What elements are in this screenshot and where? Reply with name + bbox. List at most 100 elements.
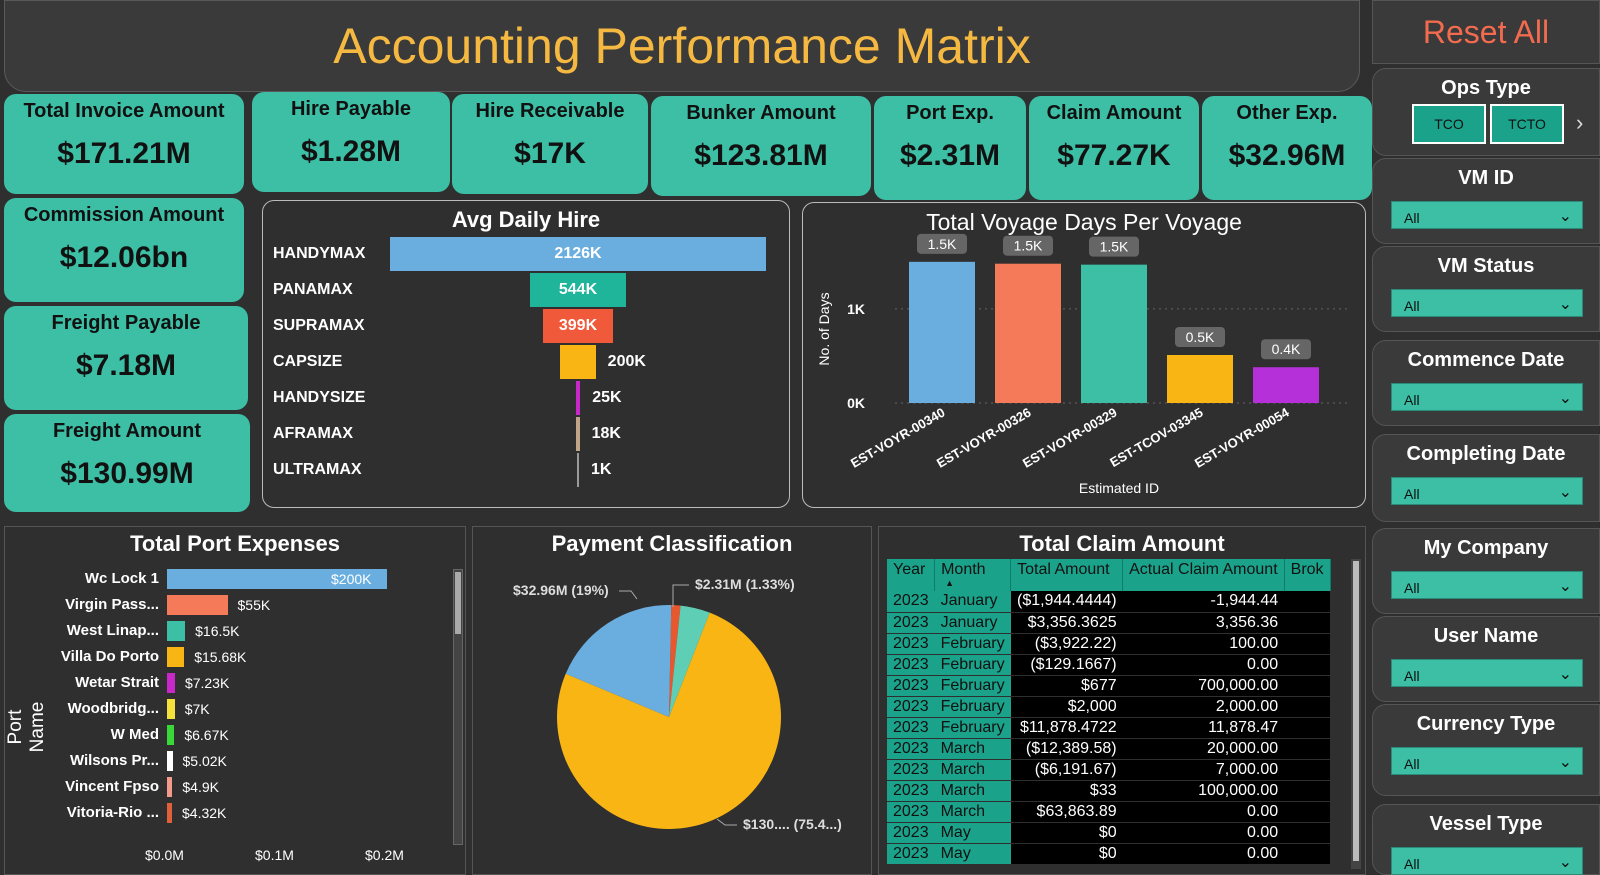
table-row[interactable]: 2023 March ($6,191.67) 7,000.00 [887, 759, 1331, 781]
slicer-commence-date: Commence Date All ⌄ [1372, 340, 1600, 426]
data-label: $4.9K [182, 779, 219, 795]
hire-bar[interactable] [529, 273, 627, 307]
table-cell: 2023 [887, 759, 935, 781]
port-expense-bar[interactable] [167, 751, 173, 771]
port-expense-bar[interactable] [167, 595, 228, 615]
slicer-user-name: User Name All ⌄ [1372, 616, 1600, 702]
table-row[interactable]: 2023 February ($3,922.22) 100.00 [887, 633, 1331, 655]
table-cell: May [934, 843, 1011, 865]
table-row[interactable]: 2023 March $33 100,000.00 [887, 780, 1331, 802]
table-row[interactable]: 2023 March ($12,389.58) 20,000.00 [887, 738, 1331, 760]
table-row[interactable]: 2023 February ($129.1667) 0.00 [887, 654, 1331, 676]
slicer-dropdown[interactable]: All ⌄ [1391, 201, 1583, 229]
port-expense-bar[interactable] [167, 647, 185, 667]
voyage-bar[interactable] [995, 263, 1061, 403]
scrollbar-thumb[interactable] [455, 572, 461, 634]
kpi-hire-receivable: Hire Receivable $17K [452, 94, 648, 194]
port-name-label: Wetar Strait [75, 674, 159, 691]
reset-all-button[interactable]: Reset All [1372, 0, 1600, 64]
data-label: $200K [331, 571, 372, 587]
dropdown-value: All [1404, 210, 1420, 226]
slicer-dropdown[interactable]: All ⌄ [1391, 659, 1583, 687]
scrollbar-thumb[interactable] [1353, 561, 1359, 861]
hire-bar[interactable] [575, 381, 581, 415]
column-header[interactable]: Actual Claim Amount [1122, 559, 1285, 591]
table-cell: 2023 [887, 612, 935, 634]
data-label-bg [1089, 236, 1139, 257]
hire-bar[interactable] [577, 453, 579, 487]
voyage-bar[interactable] [909, 261, 975, 403]
data-label: $7.23K [184, 675, 230, 691]
table-cell: 2023 [887, 633, 935, 655]
port-expense-bar[interactable] [167, 569, 387, 589]
table-row[interactable]: 2023 March $63,863.89 0.00 [887, 801, 1331, 823]
data-label: 25K [592, 389, 622, 406]
dropdown-value: All [1404, 668, 1420, 684]
pie-slice[interactable] [565, 605, 672, 717]
kpi-label: Hire Receivable [475, 100, 625, 122]
pie-slice[interactable] [669, 605, 710, 717]
voyage-days-chart: 0K 1K No. of Days Estimated ID 1.5K EST-VOYR-… [816, 233, 1351, 496]
kpi-freight-payable: Freight Payable $7.18M [4, 306, 248, 410]
slicer-dropdown[interactable]: All ⌄ [1391, 289, 1583, 317]
port-expense-bar[interactable] [167, 777, 173, 797]
reset-all-label: Reset All [1422, 13, 1550, 50]
sort-up-icon: ▲ [945, 578, 955, 588]
slicer-my-company: My Company All ⌄ [1372, 528, 1600, 614]
table-cell: February [934, 696, 1011, 718]
table-cell: 0.00 [1122, 801, 1285, 823]
table-cell: 2023 [887, 843, 935, 865]
column-header[interactable]: Total Amount [1010, 559, 1124, 591]
table-row[interactable]: 2023 January ($1,944.4444) -1,944.44 [887, 591, 1331, 613]
port-expense-bar[interactable] [167, 803, 172, 823]
column-header[interactable]: Year [887, 559, 936, 591]
column-header[interactable]: Month ▲ [934, 559, 1012, 591]
table-row[interactable]: 2023 January $3,356.3625 3,356.36 [887, 612, 1331, 634]
voyage-bar[interactable] [1167, 355, 1233, 403]
table-cell: May [934, 822, 1011, 844]
ops-type-tcto-button[interactable]: TCTO [1490, 104, 1564, 144]
scrollbar[interactable] [453, 569, 463, 845]
slicer-dropdown[interactable]: All ⌄ [1391, 477, 1583, 505]
pie-slice[interactable] [557, 612, 781, 829]
hire-bar[interactable] [576, 417, 580, 451]
slicer-dropdown[interactable]: All ⌄ [1391, 847, 1583, 875]
table-row[interactable]: 2023 February $677 700,000.00 [887, 675, 1331, 697]
port-name-label: Villa Do Porto [60, 648, 159, 665]
category-label: HANDYSIZE [273, 389, 366, 406]
table-cell: March [934, 759, 1011, 781]
scrollbar[interactable] [1351, 559, 1361, 869]
data-label-bg [1003, 235, 1053, 256]
port-expense-bar[interactable] [167, 699, 175, 719]
hire-bar[interactable] [542, 309, 614, 343]
chart-title: Total Port Expenses [130, 531, 340, 556]
ops-type-tco-button[interactable]: TCO [1412, 104, 1486, 144]
chart-title: Avg Daily Hire [451, 207, 601, 232]
x-tick-label: EST-VOYR-00326 [934, 405, 1033, 471]
table-cell: February [934, 633, 1011, 655]
slicer-dropdown[interactable]: All ⌄ [1391, 383, 1583, 411]
pie-slice[interactable] [669, 605, 681, 717]
column-header[interactable]: Brok [1284, 559, 1331, 591]
claim-table: Year Month ▲ Total Amount Actual Claim Amoun… [887, 559, 1331, 865]
table-row[interactable]: 2023 February $2,000 2,000.00 [887, 696, 1331, 718]
kpi-value: $7.18M [75, 349, 177, 382]
table-row[interactable]: 2023 May $0 0.00 [887, 843, 1331, 865]
table-row[interactable]: 2023 February $11,878.4722 11,878.47 [887, 717, 1331, 739]
hire-bar[interactable] [390, 237, 766, 271]
table-cell: February [934, 717, 1011, 739]
slicer-dropdown[interactable]: All ⌄ [1391, 747, 1583, 775]
voyage-bar[interactable] [1081, 264, 1147, 403]
port-expense-bar[interactable] [167, 725, 175, 745]
hire-bar[interactable] [560, 345, 596, 379]
voyage-bar[interactable] [1253, 367, 1319, 403]
port-expense-bar[interactable] [167, 673, 175, 693]
port-name-label: Wc Lock 1 [84, 570, 159, 587]
kpi-total-invoice: Total Invoice Amount $171.21M [4, 94, 244, 194]
port-expense-bar[interactable] [167, 621, 186, 641]
slicer-dropdown[interactable]: All ⌄ [1391, 571, 1583, 599]
chevron-right-icon[interactable]: › [1576, 110, 1584, 135]
table-cell [1284, 654, 1331, 676]
table-cell: 2023 [887, 822, 935, 844]
table-row[interactable]: 2023 May $0 0.00 [887, 822, 1331, 844]
